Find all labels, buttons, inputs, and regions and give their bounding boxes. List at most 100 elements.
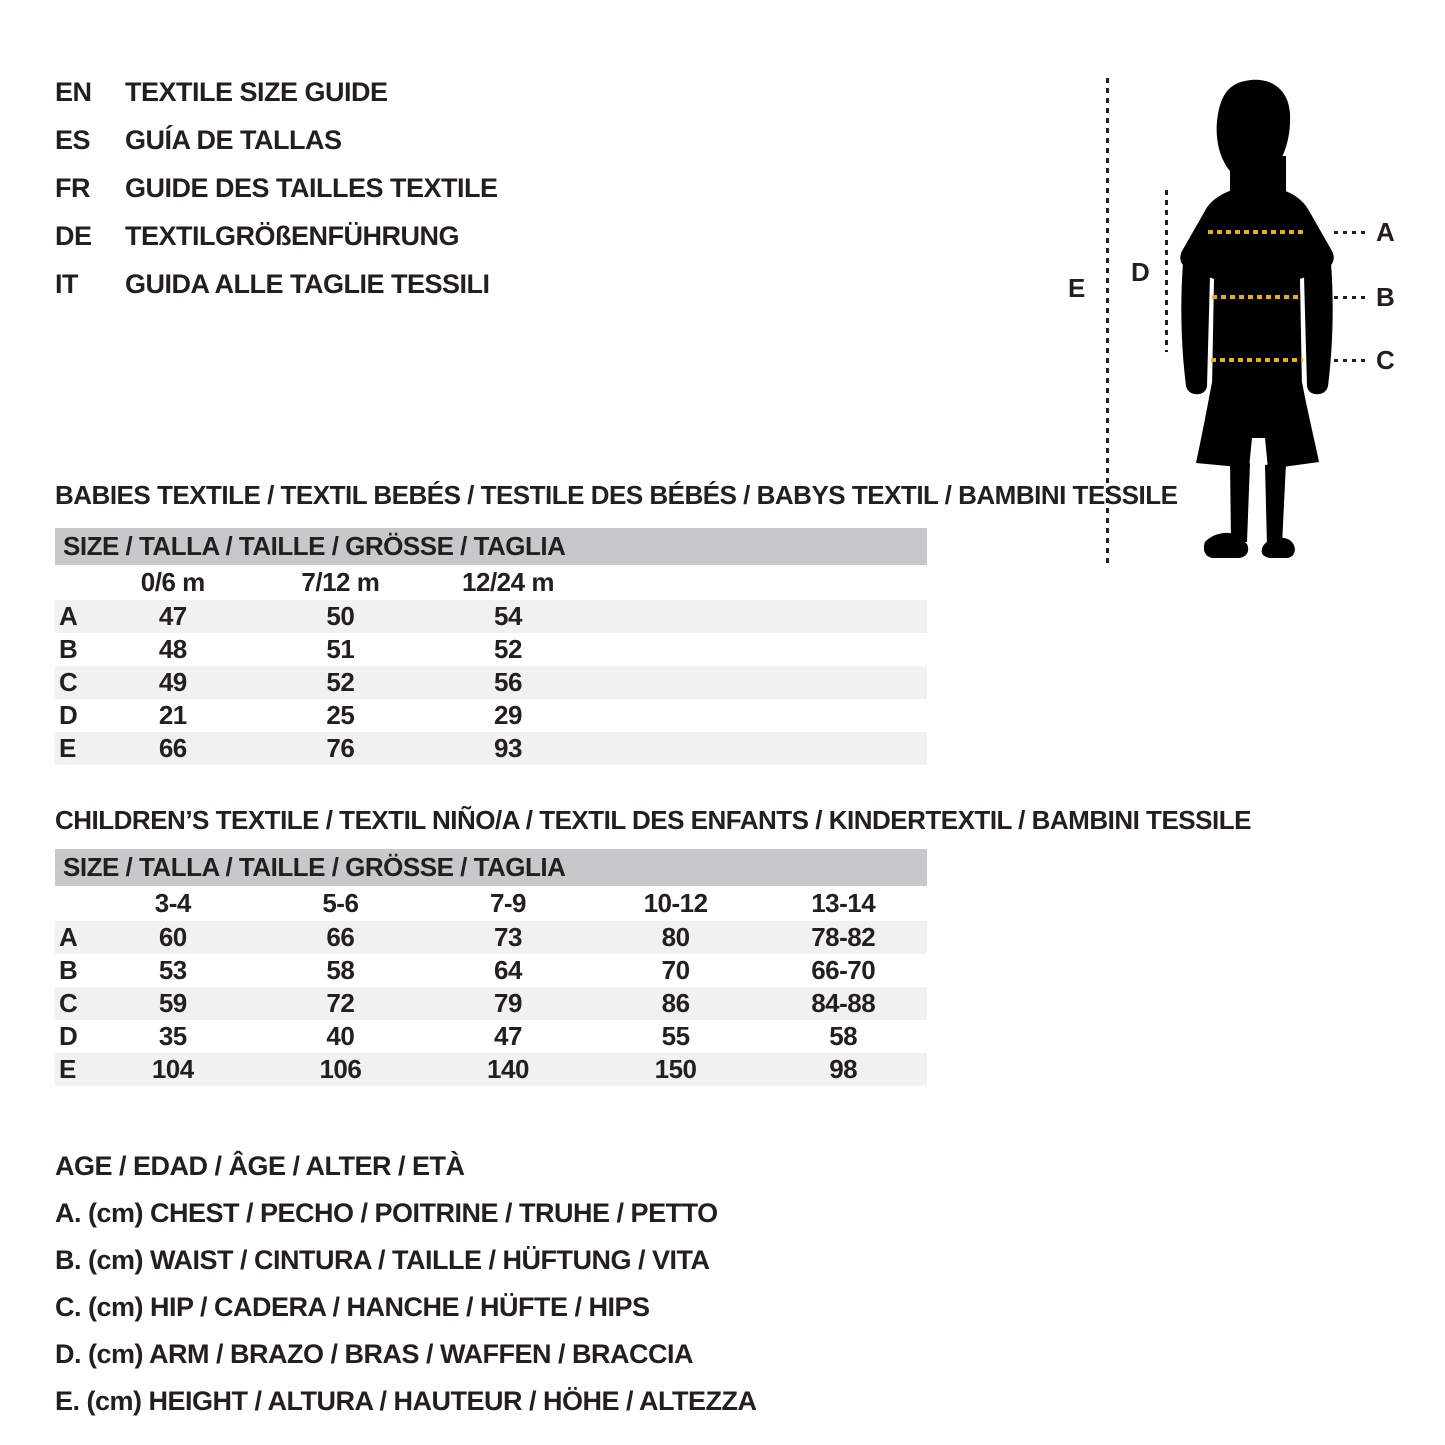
lang-row-fr: FR GUIDE DES TAILLES TEXTILE <box>55 164 498 212</box>
silhouette-neck <box>1230 156 1286 194</box>
cell: 140 <box>487 1054 529 1084</box>
cell <box>55 565 89 600</box>
cell <box>759 565 927 600</box>
cell: 73 <box>494 922 522 952</box>
cell: 47 <box>494 1021 522 1051</box>
cell: 98 <box>829 1054 858 1084</box>
label-d: D <box>1131 257 1150 287</box>
language-title-block: EN TEXTILE SIZE GUIDE ES GUÍA DE TALLAS … <box>55 68 498 308</box>
lang-row-de: DE TEXTILGRÖßENFÜHRUNG <box>55 212 498 260</box>
cell: 79 <box>494 988 522 1018</box>
cell: 53 <box>158 955 187 985</box>
children-table-header-bar: SIZE / TALLA / TAILLE / GRÖSSE / TAGLIA <box>55 849 927 886</box>
cell: 35 <box>158 1021 187 1051</box>
cell <box>759 633 927 666</box>
cell <box>759 666 927 699</box>
silhouette-shorts <box>1196 382 1319 469</box>
table-row: C 49 52 56 <box>55 666 927 699</box>
label-b: B <box>1376 282 1395 312</box>
silhouette-left-leg <box>1230 462 1250 542</box>
babies-section-title: BABIES TEXTILE / TEXTIL BEBÉS / TESTILE … <box>55 480 1178 510</box>
cell: 54 <box>494 601 522 631</box>
cell: 104 <box>151 1054 194 1084</box>
hip-dash-line-c <box>1211 358 1303 362</box>
cell: 80 <box>661 922 690 952</box>
children-section-title: CHILDREN’S TEXTILE / TEXTIL NIÑO/A / TEX… <box>55 805 1251 835</box>
row-label: B <box>59 955 78 985</box>
height-measure-line-e <box>1106 78 1109 568</box>
cell: 106 <box>319 1054 362 1084</box>
table-row: B 53 58 64 70 66-70 <box>55 954 927 987</box>
cell <box>592 633 760 666</box>
children-col-3-4: 3-4 <box>154 888 192 918</box>
table-row: E 104 106 140 150 98 <box>55 1053 927 1086</box>
children-size-table: SIZE / TALLA / TAILLE / GRÖSSE / TAGLIA … <box>55 849 927 1086</box>
children-column-header-row: 3-4 5-6 7-9 10-12 13-14 <box>55 886 927 921</box>
cell: 48 <box>158 634 187 664</box>
row-label: D <box>59 700 78 730</box>
cell: 56 <box>494 667 522 697</box>
row-label: A <box>59 601 78 631</box>
cell: 70 <box>661 955 690 985</box>
cell: 21 <box>158 700 187 730</box>
label-c: C <box>1376 345 1395 375</box>
babies-col-12-24m: 12/24 m <box>462 567 554 597</box>
legend-arm: D. (cm) ARM / BRAZO / BRAS / WAFFEN / BR… <box>55 1339 694 1369</box>
lang-title-it: GUIDA ALLE TAGLIE TESSILI <box>125 268 490 299</box>
lang-code-it: IT <box>55 268 79 299</box>
cell: 25 <box>326 700 355 730</box>
table-row: A 60 66 73 80 78-82 <box>55 921 927 954</box>
row-label: D <box>59 1021 78 1051</box>
babies-size-header: SIZE / TALLA / TAILLE / GRÖSSE / TAGLIA <box>55 528 927 565</box>
chest-dash-line-a <box>1208 230 1303 234</box>
table-row: D 21 25 29 <box>55 699 927 732</box>
waist-dash-line-b <box>1212 295 1302 299</box>
cell: 50 <box>326 601 355 631</box>
cell <box>55 886 89 921</box>
silhouette-right-leg <box>1265 463 1286 546</box>
row-label: E <box>59 733 76 763</box>
silhouette-head <box>1216 79 1291 179</box>
cell: 78-82 <box>811 922 876 952</box>
children-size-header: SIZE / TALLA / TAILLE / GRÖSSE / TAGLIA <box>55 849 927 886</box>
children-col-5-6: 5-6 <box>322 888 359 918</box>
cell: 51 <box>326 634 355 664</box>
lang-code-es: ES <box>55 124 91 155</box>
cell: 150 <box>654 1054 697 1084</box>
table-row: E 66 76 93 <box>55 732 927 765</box>
cell <box>759 600 927 633</box>
lang-row-es: ES GUÍA DE TALLAS <box>55 116 498 164</box>
babies-size-table: SIZE / TALLA / TAILLE / GRÖSSE / TAGLIA … <box>55 528 927 765</box>
cell <box>759 699 927 732</box>
row-label: E <box>59 1054 76 1084</box>
lang-code-de: DE <box>55 220 92 251</box>
label-e: E <box>1068 273 1086 303</box>
cell <box>759 732 927 765</box>
silhouette-left-arm <box>1181 263 1210 395</box>
cell <box>592 732 760 765</box>
chest-dotted-leader-a <box>1334 231 1368 234</box>
lang-code-en: EN <box>55 76 92 107</box>
children-col-13-14: 13-14 <box>811 888 876 918</box>
cell: 40 <box>326 1021 355 1051</box>
legend-hip: C. (cm) HIP / CADERA / HANCHE / HÜFTE / … <box>55 1292 650 1322</box>
silhouette-left-shoe <box>1203 532 1249 558</box>
legend-chest: A. (cm) CHEST / PECHO / POITRINE / TRUHE… <box>55 1198 718 1228</box>
lang-row-it: IT GUIDA ALLE TAGLIE TESSILI <box>55 260 498 308</box>
cell <box>592 600 760 633</box>
row-label: B <box>59 634 78 664</box>
silhouette-right-shoe <box>1261 537 1295 558</box>
legend-height: E. (cm) HEIGHT / ALTURA / HAUTEUR / HÖHE… <box>55 1386 757 1416</box>
babies-table-header-bar: SIZE / TALLA / TAILLE / GRÖSSE / TAGLIA <box>55 528 927 565</box>
child-silhouette <box>1180 79 1334 558</box>
silhouette-shirt <box>1180 186 1334 388</box>
lang-title-en: TEXTILE SIZE GUIDE <box>125 76 388 107</box>
cell: 84-88 <box>811 988 876 1018</box>
cell: 59 <box>158 988 187 1018</box>
cell <box>592 565 760 600</box>
cell: 86 <box>661 988 690 1018</box>
cell: 60 <box>158 922 187 952</box>
table-row: B 48 51 52 <box>55 633 927 666</box>
children-col-7-9: 7-9 <box>489 888 527 918</box>
arm-measure-line-d <box>1165 190 1168 352</box>
